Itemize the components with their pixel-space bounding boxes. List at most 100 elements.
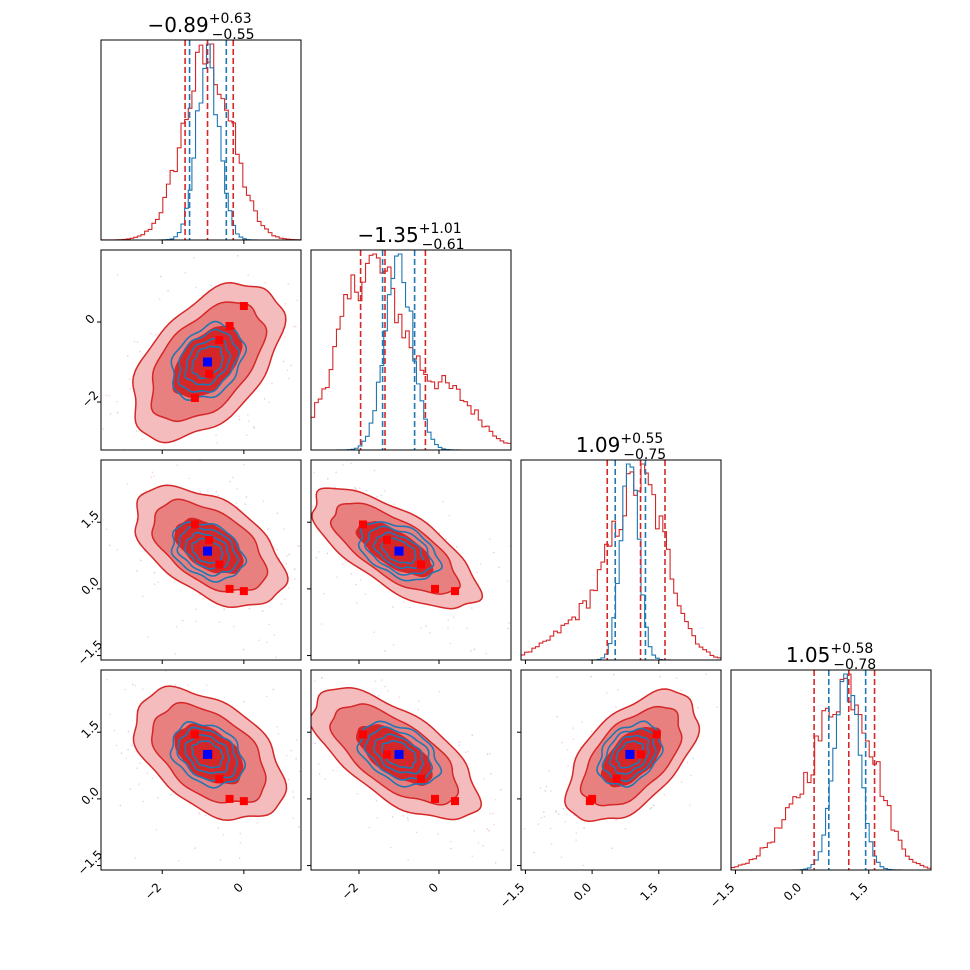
panel-title-0: −0.89+0.63 −0.55	[147, 11, 254, 43]
scatter-point	[580, 721, 583, 723]
scatter-point	[321, 623, 323, 625]
scatter-point	[302, 604, 304, 606]
scatter-point	[136, 341, 139, 343]
scatter-point	[380, 494, 383, 497]
scatter-point	[233, 625, 235, 628]
scatter-point	[499, 788, 502, 791]
scatter-point	[437, 833, 440, 835]
scatter-point	[302, 528, 304, 530]
panel-content	[302, 462, 531, 667]
scatter-point	[304, 755, 306, 757]
scatter-point	[301, 733, 303, 735]
scatter-point	[127, 748, 129, 751]
red-marker	[431, 794, 439, 803]
scatter-point	[391, 816, 394, 818]
scatter-point	[167, 290, 169, 292]
scatter-point	[392, 644, 395, 646]
red-marker	[431, 584, 439, 593]
scatter-point	[407, 859, 409, 861]
scatter-point	[108, 394, 110, 397]
scatter-point	[105, 528, 108, 531]
scatter-point	[311, 505, 314, 508]
scatter-point	[209, 284, 212, 287]
scatter-point	[471, 734, 474, 736]
red-marker	[239, 302, 248, 310]
red-histogram	[311, 253, 511, 450]
scatter-point	[272, 688, 275, 691]
scatter-point	[350, 573, 352, 575]
scatter-point	[452, 616, 455, 619]
scatter-point	[183, 450, 185, 452]
scatter-point	[575, 832, 578, 835]
scatter-point	[540, 817, 543, 819]
scatter-point	[482, 845, 484, 847]
scatter-point	[315, 556, 318, 559]
scatter-point	[735, 651, 737, 653]
scatter-point	[147, 635, 149, 638]
scatter-point	[133, 340, 136, 343]
scatter-point	[615, 706, 617, 708]
scatter-point	[285, 562, 288, 565]
scatter-point	[273, 634, 276, 637]
title-lower-error: −0.75	[623, 447, 666, 463]
panel-content	[105, 450, 304, 659]
scatter-point	[113, 729, 116, 732]
scatter-point	[215, 491, 217, 493]
scatter-point	[407, 819, 409, 822]
scatter-point	[115, 744, 118, 747]
scatter-point	[332, 769, 334, 772]
scatter-point	[195, 286, 198, 289]
scatter-point	[537, 823, 539, 825]
blue-contour-3	[191, 537, 224, 564]
blue-contour-2	[372, 531, 425, 570]
scatter-point	[285, 754, 288, 757]
scatter-point	[151, 471, 154, 474]
scatter-point	[705, 673, 707, 675]
scatter-point	[174, 652, 177, 655]
scatter-point	[292, 791, 294, 793]
pair-panel-2-0	[97, 450, 304, 664]
scatter-point	[202, 597, 204, 600]
blue-contour-1	[176, 525, 240, 577]
scatter-point	[182, 665, 184, 667]
scatter-point	[486, 828, 489, 830]
scatter-point	[690, 774, 692, 777]
scatter-point	[248, 607, 251, 610]
scatter-point	[139, 559, 142, 562]
scatter-point	[529, 665, 531, 667]
scatter-point	[236, 254, 239, 257]
panel-background	[101, 40, 301, 240]
scatter-point	[153, 665, 155, 667]
panel-content	[87, 243, 299, 450]
scatter-point	[164, 664, 166, 666]
truth-marker	[203, 749, 213, 759]
scatter-point	[334, 486, 336, 489]
scatter-point	[675, 677, 678, 680]
scatter-point	[507, 627, 509, 630]
scatter-point	[150, 332, 152, 335]
scatter-point	[384, 490, 386, 492]
scatter-point	[298, 545, 301, 547]
scatter-point	[136, 569, 138, 572]
scatter-point	[157, 796, 159, 799]
scatter-point	[284, 303, 287, 305]
scatter-point	[314, 742, 317, 744]
red-marker	[359, 520, 367, 529]
scatter-point	[247, 243, 249, 245]
panel-title-3: 1.05+0.58 −0.78	[786, 641, 876, 673]
scatter-point	[467, 750, 469, 753]
scatter-point	[268, 623, 270, 626]
red-marker	[417, 560, 425, 569]
scatter-point	[181, 619, 184, 622]
truth-marker	[203, 546, 213, 556]
scatter-point	[87, 370, 89, 372]
scatter-point	[297, 544, 299, 547]
scatter-point	[261, 610, 264, 612]
scatter-point	[287, 283, 290, 285]
scatter-point	[438, 690, 441, 693]
scatter-point	[135, 518, 138, 520]
pair-panel-3-0	[97, 664, 303, 874]
scatter-point	[218, 621, 221, 623]
scatter-point	[256, 822, 259, 824]
